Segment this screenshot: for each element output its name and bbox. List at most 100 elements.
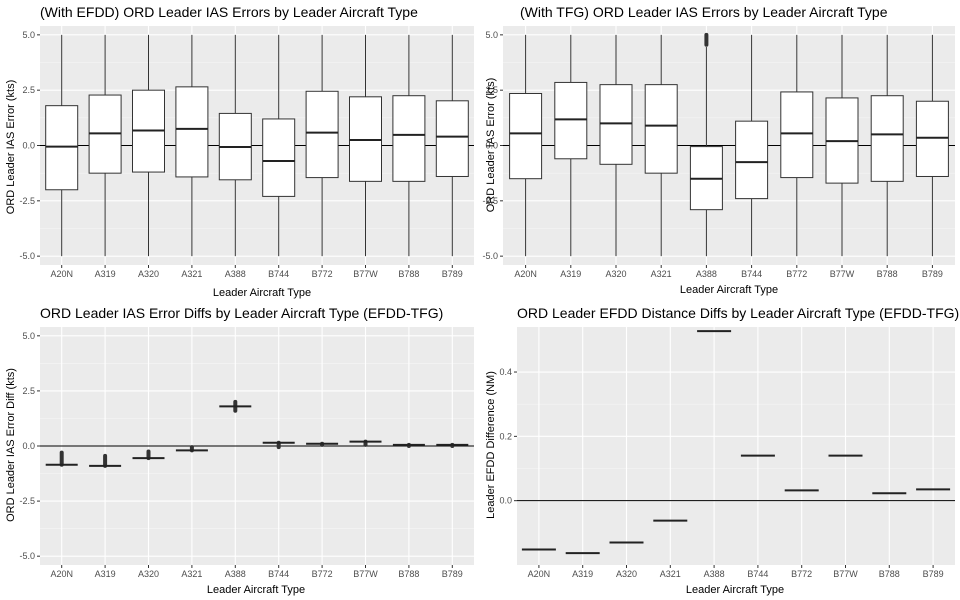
panel-ias-error-diffs: -5.0 -2.5 0.0 2.5 5.0 A20N A319 A320 A321 A388 B74… bbox=[5, 305, 474, 596]
x-tick-label: A320 bbox=[138, 569, 159, 579]
x-tick-label: A388 bbox=[225, 269, 246, 279]
chart-title: (With TFG) ORD Leader IAS Errors by Lead… bbox=[520, 4, 888, 20]
iqr-box bbox=[554, 81, 588, 160]
x-tick-label: A319 bbox=[95, 269, 116, 279]
y-tick-label: 0.0 bbox=[485, 141, 498, 151]
y-tick-label: 0.0 bbox=[22, 141, 35, 151]
y-tick-label: -2.5 bbox=[19, 496, 35, 506]
y-axis-title: ORD Leader IAS Error (kts) bbox=[5, 80, 17, 214]
iqr-box bbox=[870, 95, 904, 182]
x-tick-label: A321 bbox=[651, 269, 672, 279]
iqr-box bbox=[305, 90, 339, 179]
box-B744 bbox=[262, 34, 296, 257]
y-tick-label: 0.2 bbox=[499, 431, 512, 441]
y-axis-title: Leader EFDD Difference (NM) bbox=[485, 371, 497, 519]
iqr-box bbox=[780, 91, 814, 179]
box-B788 bbox=[392, 442, 425, 448]
box-A321 bbox=[644, 34, 678, 257]
iqr-box bbox=[45, 105, 79, 191]
x-tick-label: B77W bbox=[833, 569, 858, 579]
box-B788 bbox=[870, 34, 904, 257]
x-tick-label: B744 bbox=[268, 269, 289, 279]
box-A319 bbox=[554, 34, 588, 257]
box-A20N bbox=[45, 34, 79, 257]
box-A319 bbox=[89, 453, 122, 468]
x-tick-label: B788 bbox=[398, 569, 419, 579]
panel-background bbox=[517, 327, 955, 565]
x-tick-label: A388 bbox=[696, 269, 717, 279]
box-B789 bbox=[436, 442, 469, 448]
x-tick-label: B77W bbox=[353, 269, 378, 279]
x-tick-label: B744 bbox=[741, 269, 762, 279]
x-tick-label: A388 bbox=[225, 569, 246, 579]
chart-title: (With EFDD) ORD Leader IAS Errors by Lea… bbox=[40, 4, 418, 20]
x-axis-title: Leader Aircraft Type bbox=[207, 584, 305, 596]
box-B772 bbox=[780, 34, 814, 257]
panel-tfg-ias-errors: -5.0 -2.5 0.0 2.5 5.0 A20N A319 A320 A321 A388 B74… bbox=[482, 4, 955, 296]
box-A20N bbox=[509, 34, 543, 257]
x-axis-title: Leader Aircraft Type bbox=[213, 287, 311, 299]
y-axis-title: ORD Leader IAS Error (kts) bbox=[485, 78, 497, 212]
x-tick-label: A321 bbox=[181, 569, 202, 579]
y-tick-label: -5.0 bbox=[19, 551, 35, 561]
plot-area: -5.0 -2.5 0.0 2.5 5.0 A20N A319 A320 A321 A388 B74… bbox=[19, 26, 474, 279]
x-tick-label: B744 bbox=[747, 569, 768, 579]
x-axis-title: Leader Aircraft Type bbox=[686, 584, 784, 596]
x-tick-label: A320 bbox=[616, 569, 637, 579]
x-tick-label: A321 bbox=[181, 269, 202, 279]
box-B772 bbox=[306, 441, 339, 447]
y-tick-label: 0.0 bbox=[499, 496, 512, 506]
box-A388 bbox=[218, 34, 252, 257]
plot-area: -5.0 -2.5 0.0 2.5 5.0 A20N A319 A320 A321 A388 B74… bbox=[482, 26, 955, 279]
box-B77W bbox=[825, 34, 859, 257]
iqr-box bbox=[175, 86, 209, 178]
x-tick-label: B789 bbox=[442, 569, 463, 579]
box-A388 bbox=[689, 32, 723, 257]
iqr-box bbox=[262, 118, 296, 197]
y-tick-label: 5.0 bbox=[485, 30, 498, 40]
x-tick-label: B789 bbox=[923, 569, 944, 579]
x-axis-title: Leader Aircraft Type bbox=[680, 284, 778, 296]
x-tick-label: B788 bbox=[879, 569, 900, 579]
x-tick-label: B788 bbox=[877, 269, 898, 279]
box-B77W bbox=[349, 439, 382, 447]
y-tick-label: 0.0 bbox=[22, 441, 35, 451]
box-A20N bbox=[45, 450, 78, 467]
x-tick-label: B772 bbox=[312, 569, 333, 579]
y-tick-label: 5.0 bbox=[22, 30, 35, 40]
panel-efdd-ias-errors: -5.0 -2.5 0.0 2.5 5.0 A20N A319 A320 A321 A388 B74… bbox=[5, 4, 474, 299]
x-tick-label: B789 bbox=[922, 269, 943, 279]
box-A321 bbox=[175, 34, 209, 257]
iqr-box bbox=[392, 95, 426, 182]
x-tick-label: B744 bbox=[268, 569, 289, 579]
box-B77W bbox=[349, 34, 382, 257]
x-tick-label: A20N bbox=[50, 569, 73, 579]
y-tick-label: 2.5 bbox=[22, 386, 35, 396]
x-tick-label: B772 bbox=[791, 569, 812, 579]
x-tick-label: A20N bbox=[50, 269, 73, 279]
box-B789 bbox=[915, 34, 949, 257]
iqr-box bbox=[644, 84, 678, 174]
box-A321 bbox=[175, 445, 208, 453]
box-A320 bbox=[132, 449, 165, 461]
panel-efdd-distance-diffs: 0.0 0.2 0.4 A20N A319 A320 A321 A388 B744 B772 B77… bbox=[485, 305, 959, 596]
iqr-box bbox=[599, 84, 633, 165]
y-axis-title: ORD Leader IAS Error Diff (kts) bbox=[5, 368, 17, 522]
box-B789 bbox=[435, 34, 469, 257]
x-tick-label: A388 bbox=[704, 569, 725, 579]
x-tick-label: B77W bbox=[353, 569, 378, 579]
plot-area: -5.0 -2.5 0.0 2.5 5.0 A20N A319 A320 A321 A388 B74… bbox=[19, 327, 474, 579]
plot-area: 0.0 0.2 0.4 A20N A319 A320 A321 A388 B744 B772 B77… bbox=[499, 327, 955, 579]
iqr-box bbox=[735, 120, 769, 200]
x-tick-label: B772 bbox=[312, 269, 333, 279]
y-tick-label: 5.0 bbox=[22, 331, 35, 341]
y-tick-label: 0.4 bbox=[499, 367, 512, 377]
y-tick-label: -5.0 bbox=[19, 251, 35, 261]
box-A319 bbox=[88, 34, 122, 257]
x-tick-label: A321 bbox=[660, 569, 681, 579]
chart-title: ORD Leader EFDD Distance Diffs by Leader… bbox=[517, 305, 959, 321]
box-B744 bbox=[262, 440, 295, 450]
x-tick-label: B77W bbox=[830, 269, 855, 279]
x-tick-label: A319 bbox=[572, 569, 593, 579]
